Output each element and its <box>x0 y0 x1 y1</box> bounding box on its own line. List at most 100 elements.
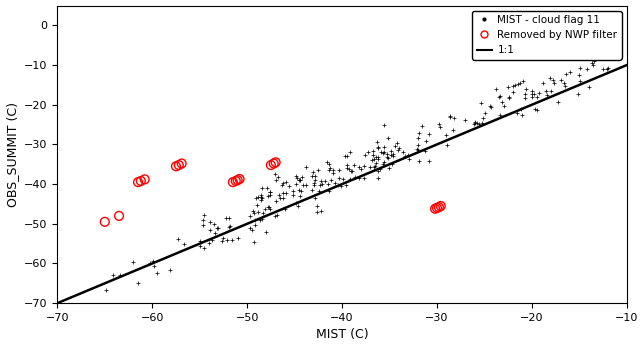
Point <box>445 113 455 119</box>
Point <box>371 160 381 165</box>
Point <box>346 169 356 174</box>
Point <box>532 94 542 100</box>
Point <box>310 195 321 201</box>
Point <box>527 94 537 100</box>
Point <box>561 71 571 77</box>
Point <box>195 239 205 244</box>
Point <box>609 40 620 45</box>
Point <box>527 91 538 97</box>
Point <box>583 84 594 89</box>
Point <box>339 153 350 159</box>
Point <box>392 141 402 146</box>
Point <box>100 219 110 225</box>
Point <box>194 243 205 248</box>
Point <box>301 165 311 170</box>
Point <box>504 95 515 101</box>
Point <box>445 114 455 120</box>
Point <box>394 146 404 151</box>
Point <box>379 144 389 150</box>
Point <box>495 112 505 118</box>
Point <box>491 87 501 92</box>
Point <box>503 84 513 90</box>
Point <box>245 213 256 219</box>
Point <box>509 82 520 88</box>
Point <box>198 217 208 222</box>
Point <box>251 195 261 200</box>
Point <box>516 112 527 118</box>
Point <box>224 215 234 221</box>
Point <box>136 178 146 184</box>
Point <box>207 237 218 243</box>
Point <box>270 213 280 219</box>
Point <box>403 152 413 158</box>
Point <box>108 272 118 278</box>
Point <box>383 155 393 160</box>
Point <box>494 94 504 100</box>
Point <box>294 187 305 193</box>
Point <box>367 158 377 163</box>
Point <box>518 78 529 84</box>
Point <box>480 110 490 116</box>
Point <box>532 108 542 113</box>
Point <box>344 166 354 171</box>
Point <box>360 152 370 158</box>
Point <box>234 176 245 182</box>
Point <box>469 120 480 126</box>
Point <box>315 183 325 188</box>
Point <box>342 163 352 168</box>
Point <box>369 164 379 170</box>
Point <box>373 144 383 150</box>
Point <box>270 160 281 165</box>
Point <box>603 66 613 71</box>
Point <box>323 188 334 194</box>
Point <box>397 149 408 155</box>
Point <box>601 66 612 71</box>
Point <box>515 106 526 112</box>
Point <box>261 229 271 235</box>
Point <box>265 190 276 195</box>
Point <box>328 170 338 176</box>
Point <box>211 225 222 231</box>
Point <box>265 206 276 212</box>
Point <box>513 81 523 87</box>
Point <box>542 92 552 98</box>
Point <box>587 57 598 62</box>
Point <box>573 91 583 96</box>
Point <box>223 224 234 230</box>
Point <box>256 195 267 201</box>
Point <box>271 177 281 183</box>
Point <box>379 159 389 165</box>
Point <box>370 163 381 169</box>
Point <box>515 80 526 86</box>
Point <box>222 237 232 243</box>
Point <box>355 166 366 172</box>
Point <box>485 103 495 109</box>
Point <box>384 165 394 171</box>
Point <box>171 163 181 169</box>
Point <box>280 206 290 211</box>
Point <box>288 192 298 197</box>
Point <box>314 188 324 194</box>
Point <box>424 158 435 163</box>
Point <box>520 91 531 96</box>
Point <box>232 177 243 183</box>
Point <box>374 154 384 160</box>
Point <box>283 183 294 188</box>
Point <box>198 222 208 228</box>
Point <box>145 261 155 266</box>
Point <box>334 175 345 181</box>
Point <box>553 99 563 104</box>
Point <box>521 86 531 92</box>
Point <box>252 202 262 208</box>
Point <box>114 213 124 219</box>
Point <box>323 181 334 187</box>
Point <box>278 190 288 195</box>
Point <box>435 203 446 209</box>
Point <box>379 149 389 154</box>
Point <box>575 78 585 84</box>
Point <box>477 120 487 126</box>
Point <box>469 121 479 126</box>
Point <box>320 178 330 184</box>
Point <box>265 189 276 195</box>
Point <box>478 115 488 121</box>
